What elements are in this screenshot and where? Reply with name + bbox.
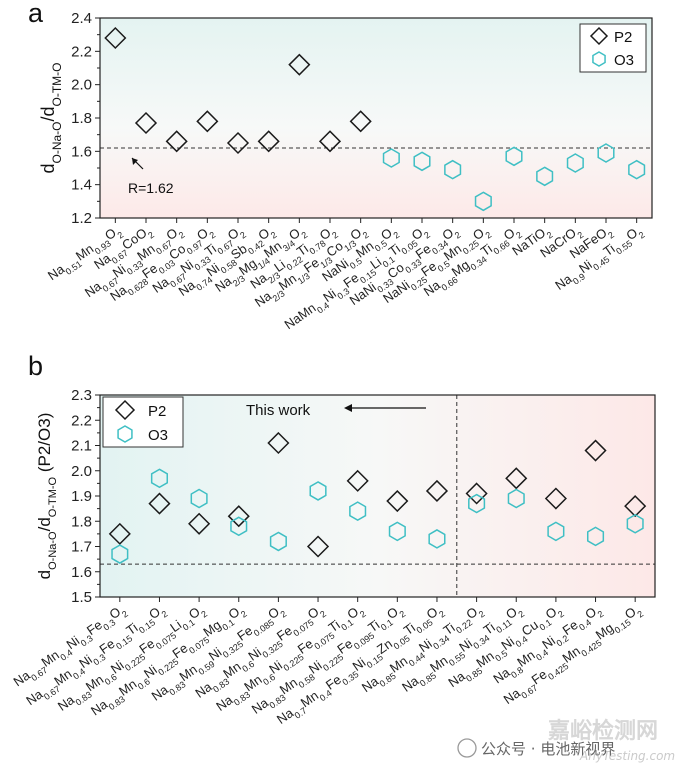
p2-point-a [257,130,280,153]
panel-label-a: a [28,0,44,28]
legend-box-a [579,23,647,73]
p2-point-a [165,130,188,153]
p2-point-b [505,467,528,490]
p2-point-b [227,505,250,528]
o3-point-a [536,166,554,187]
o3-point-b [388,521,406,542]
y-tick-label-b: 1.5 [71,589,92,606]
legend-o3-marker-a [592,51,606,67]
legend-p2-marker-b [114,399,136,421]
panel-b: b 1.5 1.6 1.7 1.8 1.9 2.0 2.1 2.2 2.3 This work Na0… [11,351,656,730]
o3-point-b [586,526,605,547]
watermark-site-cn: 嘉峪检测网 [548,718,658,744]
panel-label-b: b [28,351,43,381]
o3-point-b [626,513,644,534]
o3-point-b [269,531,287,552]
frame-a [99,17,653,219]
y-tick-label-a: 2.2 [71,43,92,60]
p2-point-b [584,439,607,462]
annotation-arrowhead [344,404,352,412]
y-axis-label-b: dO-Na-O/dO-TM-O (P2/O3) [35,413,59,580]
o3-point-a [413,151,431,172]
legend-p2-marker-a [589,26,609,46]
p2-point-a [318,130,342,153]
p2-point-a [226,131,250,155]
o3-point-b [428,529,446,549]
y-tick-label-b: 2.2 [71,412,92,429]
watermark-site-en: AnyTesting.com [579,749,675,763]
p2-point-b [624,495,647,518]
y-tick-label-a: 1.2 [71,210,92,227]
y-tick-label-b: 1.9 [71,488,92,505]
o3-point-a [505,146,523,167]
p2-point-a [196,110,219,133]
wechat-icon [457,738,477,758]
p2-point-b [465,482,488,505]
y-tick-label-b: 1.7 [71,539,92,556]
y-tick-label-b: 1.6 [71,564,92,581]
o3-point-a [444,159,462,180]
o3-point-b [468,493,486,514]
o3-point-b [547,521,565,542]
o3-point-a [382,148,400,168]
frame-b [99,394,656,598]
y-tick-label-b: 2.1 [71,438,92,455]
plot-area-a [100,18,652,218]
o3-point-b [190,488,208,509]
p2-point-a [349,110,372,133]
p2-point-b [148,492,171,515]
legend-o3-label-b: O3 [148,427,168,444]
y-tick-label-b: 2.3 [71,387,92,404]
reference-arrowhead-a [132,158,138,165]
legend-o3-marker-b [117,425,133,443]
y-tick-label-a: 1.4 [71,177,92,194]
legend-p2-label-b: P2 [148,403,166,420]
p2-point-b [108,522,131,545]
p2-point-a [104,26,127,50]
p2-point-b [346,469,369,492]
x-tick-label-a: Na2/3Mn1/3Fe1/3Co1/3O2 [252,222,371,313]
panel-a: a1.21.41.61.82.02.22.4R=1.62Na0.51Mn0.93… [28,0,653,332]
y-tick-label-a: 2.0 [71,77,92,94]
y-axis-label-a: dO-Na-O/dO-TM-O [38,62,64,173]
y-tick-label-a: 1.6 [71,143,92,160]
p2-point-b [188,512,211,535]
annotation-this-work: This work [246,402,311,419]
o3-point-a [566,153,584,173]
p2-point-b [425,479,449,503]
o3-point-b [507,488,525,509]
o3-point-b [349,501,367,522]
p2-point-b [544,487,567,510]
reference-label-a: R=1.62 [128,180,174,196]
legend-p2-label-a: P2 [614,29,632,46]
y-tick-label-b: 2.0 [71,463,92,480]
p2-point-b [386,489,409,513]
p2-point-b [267,431,290,455]
y-tick-label-a: 2.4 [71,10,92,27]
y-tick-label-b: 1.8 [71,513,92,530]
watermark-wechat: 公众号 · 电池新视界 [481,740,615,758]
p2-point-a [134,111,158,135]
y-tick-label-a: 1.8 [71,110,92,127]
o3-point-a [628,159,646,180]
o3-point-a [474,191,492,212]
p2-point-a [288,53,311,76]
legend-box-b [102,396,184,448]
p2-point-b [306,535,330,558]
x-tick-label-b: Na0.7Mn0.4Fe0.35Ni0.15Zn0.05Ti0.05O2 [274,601,447,730]
o3-point-b [309,481,327,501]
legend-o3-label-a: O3 [614,52,634,69]
o3-point-b [230,516,248,537]
o3-point-b [111,544,129,564]
o3-point-b [150,468,169,489]
o3-point-a [597,143,615,163]
